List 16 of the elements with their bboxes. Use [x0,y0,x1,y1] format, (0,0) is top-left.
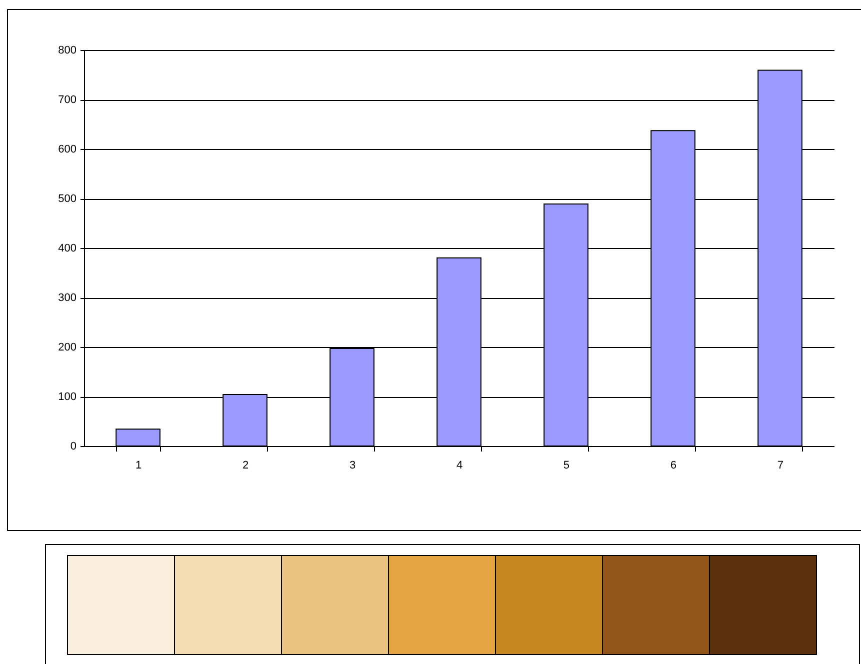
x-tick-label: 4 [456,460,463,472]
y-tick-label: 600 [58,144,76,156]
x-tick-label: 6 [670,460,677,472]
x-tick-label: 1 [135,460,142,472]
x-tick-label: 3 [349,460,356,472]
y-tick-label: 100 [58,391,76,403]
y-tick-label: 0 [70,440,76,452]
y-tick-label: 800 [58,44,76,56]
x-tick-label: 2 [242,460,249,472]
x-tick-label: 7 [777,460,784,472]
y-tick-label: 400 [58,242,76,254]
x-tick-label: 5 [563,460,570,472]
y-tick-label: 500 [58,193,76,205]
y-tick-label: 300 [58,292,76,304]
y-tick-label: 700 [58,94,76,106]
y-tick-label: 200 [58,342,76,354]
